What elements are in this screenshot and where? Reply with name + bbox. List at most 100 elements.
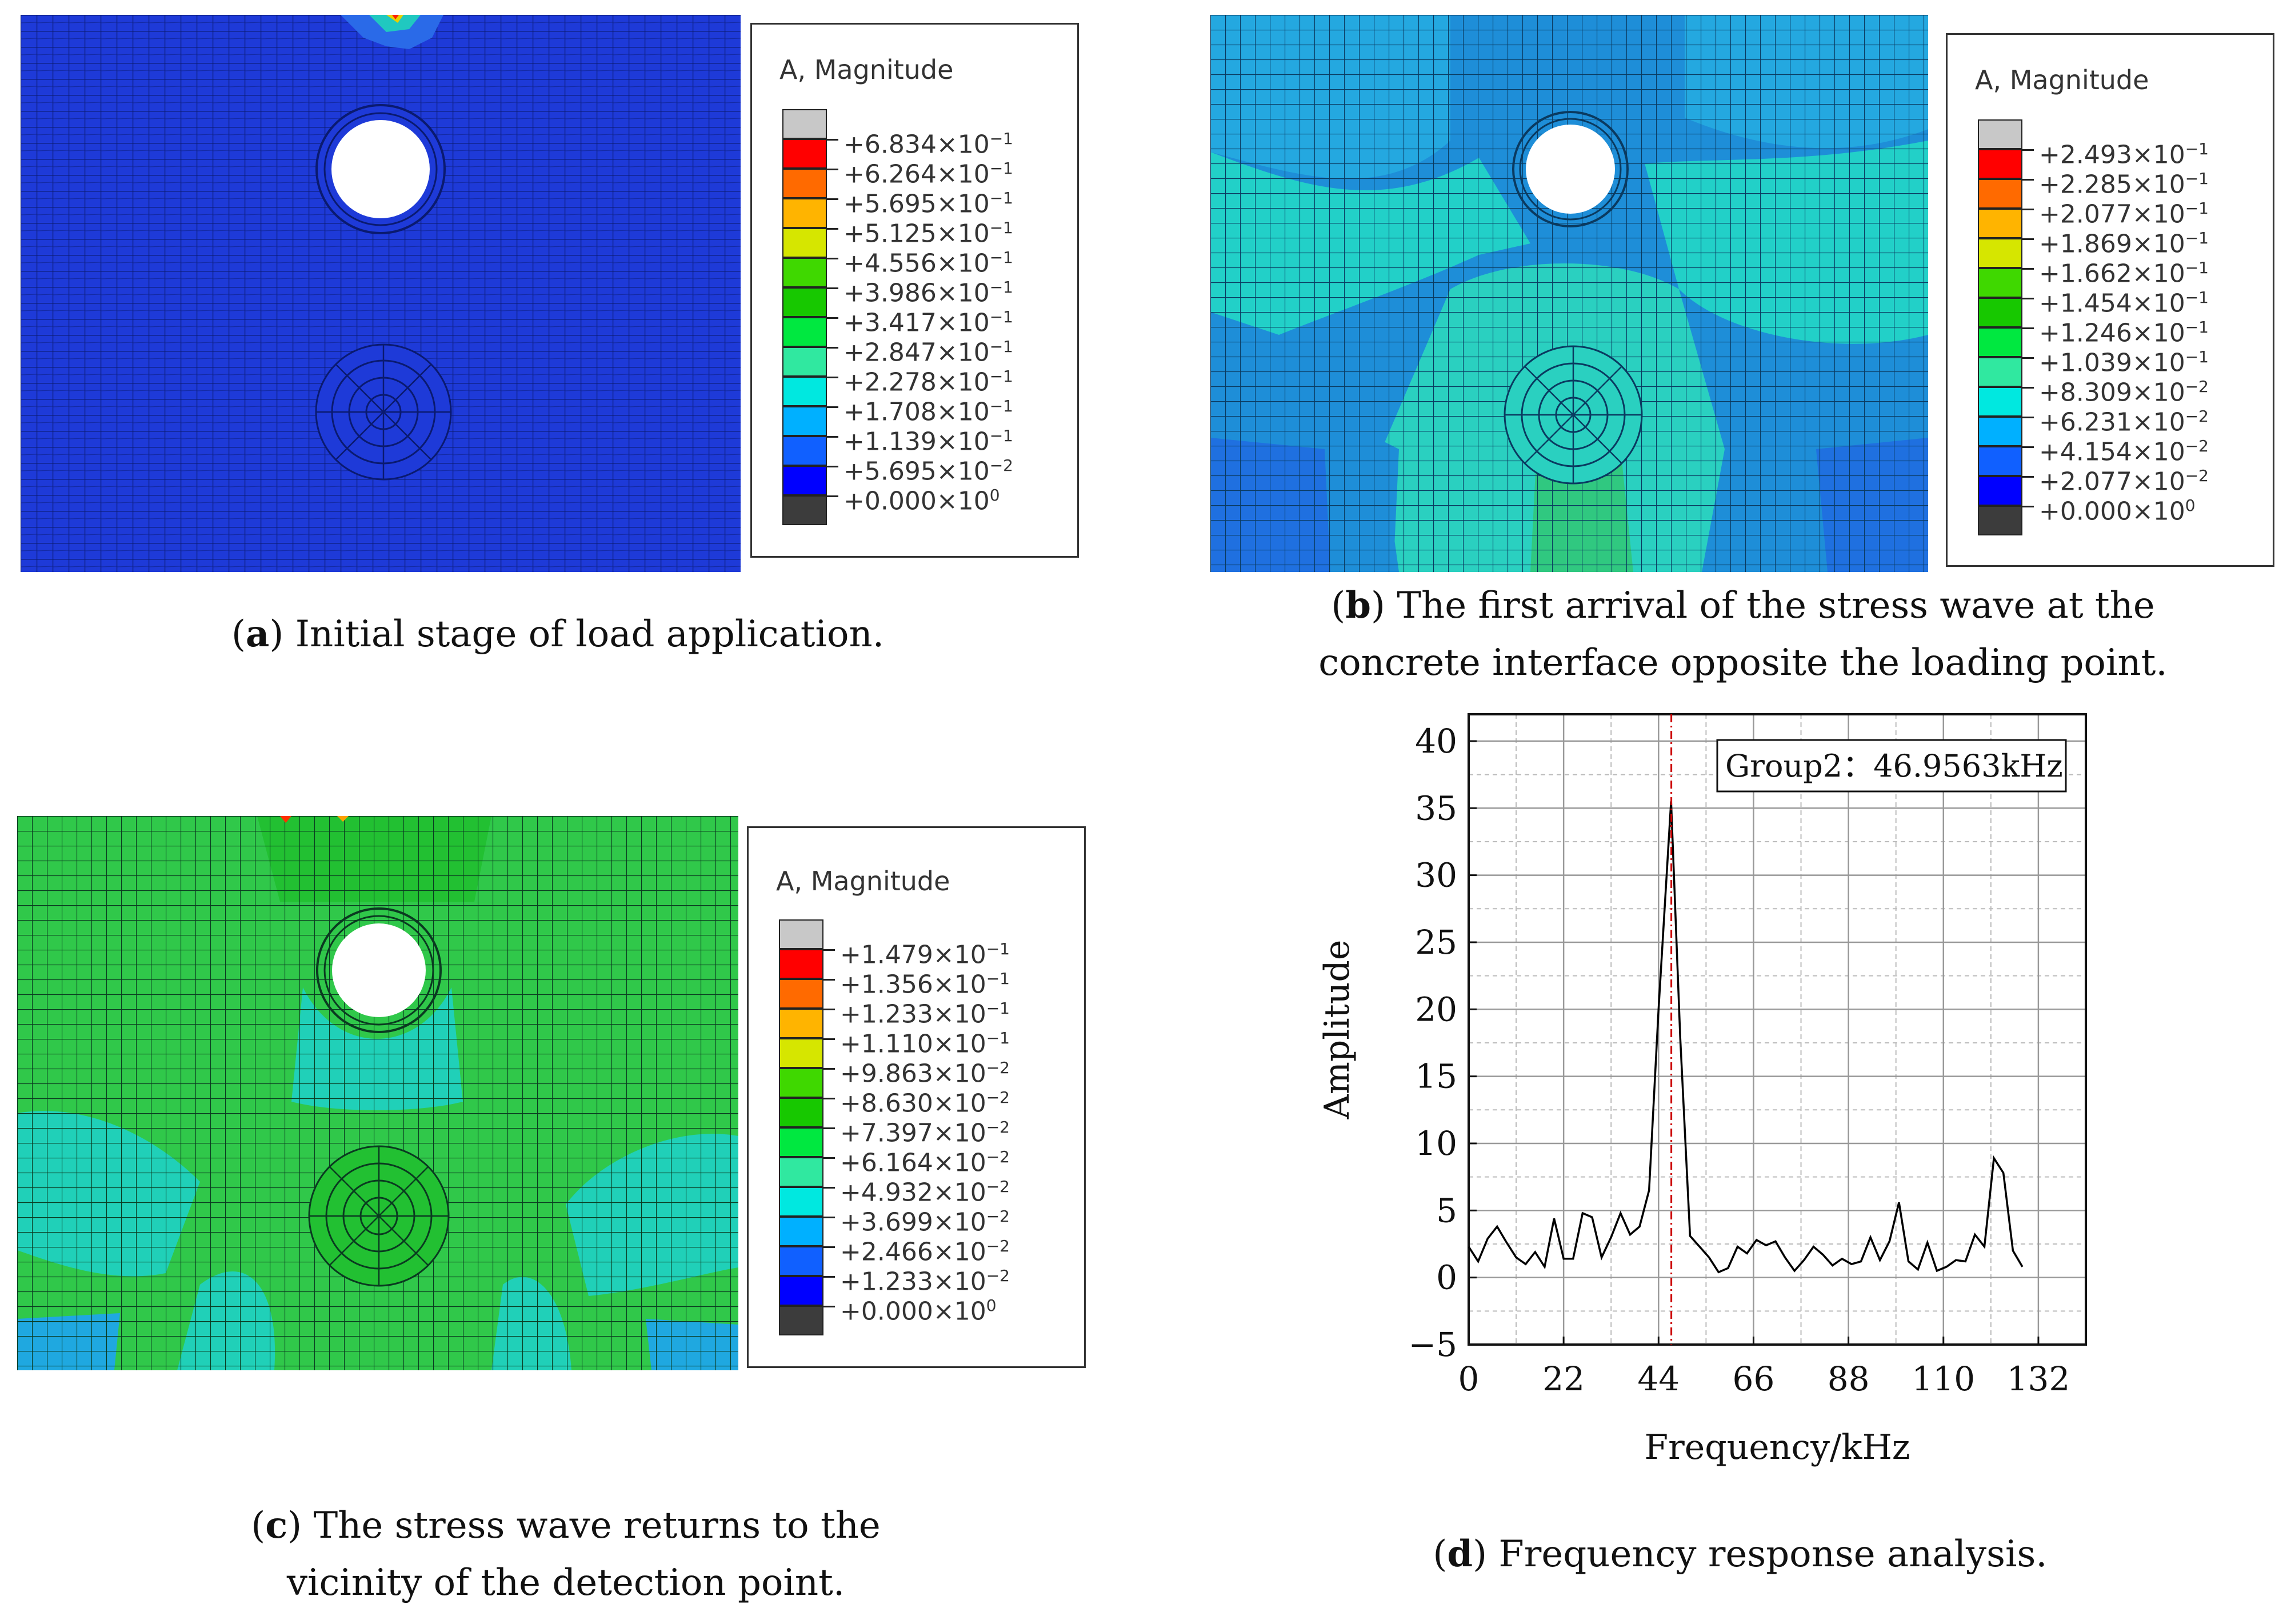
legend-value: +1.479×10−1 xyxy=(840,939,1010,970)
x-tick-label: 66 xyxy=(1733,1359,1775,1398)
legend-title: A, Magnitude xyxy=(779,54,954,85)
legend-tick xyxy=(2022,357,2034,359)
legend-tick xyxy=(823,1009,835,1010)
legend-tick xyxy=(2022,298,2034,299)
legend-swatch xyxy=(1978,209,2022,238)
legend-tick xyxy=(827,228,838,230)
legend-tick xyxy=(823,1276,835,1278)
legend-value: +3.699×10−2 xyxy=(840,1207,1010,1237)
legend-value: +6.834×10−1 xyxy=(843,129,1013,159)
legend-value: +2.285×10−1 xyxy=(2039,169,2209,199)
y-tick-label: 5 xyxy=(1436,1191,1457,1230)
legend-tick xyxy=(827,258,838,259)
legend-swatch xyxy=(782,466,827,495)
y-tick-label: −5 xyxy=(1409,1325,1458,1364)
x-tick-label: 0 xyxy=(1458,1359,1480,1398)
y-tick-label: 10 xyxy=(1415,1124,1457,1163)
legend-tick xyxy=(2022,387,2034,389)
x-tick-label: 110 xyxy=(1912,1359,1975,1398)
legend-swatch xyxy=(782,109,827,139)
caption-d: (d) Frequency response analysis. xyxy=(1433,1533,2048,1575)
legend-tick xyxy=(2022,238,2034,240)
legend-value: +2.077×10−1 xyxy=(2039,199,2209,229)
legend-tick xyxy=(2022,268,2034,270)
legend-tick xyxy=(827,377,838,378)
legend-swatch xyxy=(1978,417,2022,446)
legend-swatch xyxy=(1978,149,2022,179)
legend-swatch xyxy=(1978,446,2022,476)
legend-swatch xyxy=(782,169,827,198)
y-axis-label: Amplitude xyxy=(1317,940,1357,1120)
legend-value: +1.708×10−1 xyxy=(843,397,1013,427)
legend-value: +3.417×10−1 xyxy=(843,307,1013,338)
legend-value: +5.125×10−1 xyxy=(843,218,1013,249)
legend-tick xyxy=(823,949,835,951)
legend-value: +0.000×100 xyxy=(843,486,1000,516)
legend-value: +1.039×10−1 xyxy=(2039,347,2209,378)
legend-tick xyxy=(823,1217,835,1218)
legend-tick xyxy=(2022,446,2034,448)
annotation-text: Group2：46.9563kHz xyxy=(1725,748,2063,784)
x-axis-label: Frequency/kHz xyxy=(1644,1427,1910,1467)
upper-hole xyxy=(332,923,426,1017)
x-tick-label: 132 xyxy=(2007,1359,2070,1398)
legend-value: +1.662×10−1 xyxy=(2039,258,2209,289)
legend-swatch xyxy=(779,1306,823,1335)
legend-value: +5.695×10−2 xyxy=(843,456,1013,486)
legend-swatch xyxy=(779,979,823,1009)
legend-swatch xyxy=(779,1098,823,1127)
y-tick-label: 15 xyxy=(1415,1057,1457,1096)
legend-swatch xyxy=(779,1187,823,1217)
caption-b: (b) The first arrival of the stress wave… xyxy=(1318,584,2168,684)
legend-value: +1.454×10−1 xyxy=(2039,288,2209,318)
legend-tick xyxy=(2022,417,2034,418)
caption-c: (c) The stress wave returns to the vicin… xyxy=(251,1504,881,1604)
stress-hotspot xyxy=(341,15,443,49)
legend-swatch xyxy=(782,228,827,258)
legend-tick xyxy=(2022,327,2034,329)
legend-value: +2.493×10−1 xyxy=(2039,139,2209,170)
legend-swatch xyxy=(1978,327,2022,357)
legend-swatch xyxy=(782,287,827,317)
upper-hole xyxy=(331,120,430,218)
legend-swatch xyxy=(1978,238,2022,268)
legend-swatch xyxy=(1978,357,2022,387)
legend-tick xyxy=(2022,476,2034,478)
legend-value: +2.077×10−2 xyxy=(2039,466,2209,497)
legend-swatch xyxy=(779,919,823,949)
legend-swatch xyxy=(779,1246,823,1276)
legend-tick xyxy=(823,1068,835,1070)
fem-contour-plot-c xyxy=(17,816,738,1370)
y-tick-label: 40 xyxy=(1415,722,1457,761)
annotation-box xyxy=(1716,739,2067,793)
legend-tick xyxy=(823,1187,835,1189)
legend-value: +7.397×10−2 xyxy=(840,1118,1010,1148)
legend-tick xyxy=(827,466,838,467)
legend-title: A, Magnitude xyxy=(1975,65,2149,95)
legend-tick xyxy=(827,436,838,438)
legend-tick xyxy=(827,347,838,349)
legend-tick xyxy=(2022,179,2034,181)
legend-swatch xyxy=(782,317,827,347)
legend-swatch xyxy=(779,1009,823,1038)
legend-swatch xyxy=(1978,298,2022,327)
legend-value: +0.000×100 xyxy=(2039,496,2196,526)
legend-swatch xyxy=(782,139,827,169)
legend-value: +1.233×10−1 xyxy=(840,999,1010,1029)
legend-swatch xyxy=(779,1157,823,1187)
legend-swatch xyxy=(1978,268,2022,298)
series-line-group2 xyxy=(1468,801,2024,1274)
x-tick-label: 88 xyxy=(1828,1359,1870,1398)
legend-tick xyxy=(823,1157,835,1159)
legend-b: A, Magnitude +2.493×10−1 +2.285×10−1 +2.07… xyxy=(1946,33,2274,567)
legend-swatch xyxy=(1978,119,2022,149)
legend-tick xyxy=(827,317,838,319)
panel-b xyxy=(1210,15,1928,572)
legend-value: +8.630×10−2 xyxy=(840,1088,1010,1118)
legend-c: A, Magnitude +1.479×10−1 +1.356×10−1 +1.23… xyxy=(747,826,1086,1368)
legend-swatch xyxy=(782,347,827,377)
legend-value: +1.110×10−1 xyxy=(840,1029,1010,1059)
y-tick-label: 30 xyxy=(1415,856,1457,895)
legend-swatch xyxy=(1978,387,2022,417)
legend-value: +1.233×10−2 xyxy=(840,1266,1010,1297)
